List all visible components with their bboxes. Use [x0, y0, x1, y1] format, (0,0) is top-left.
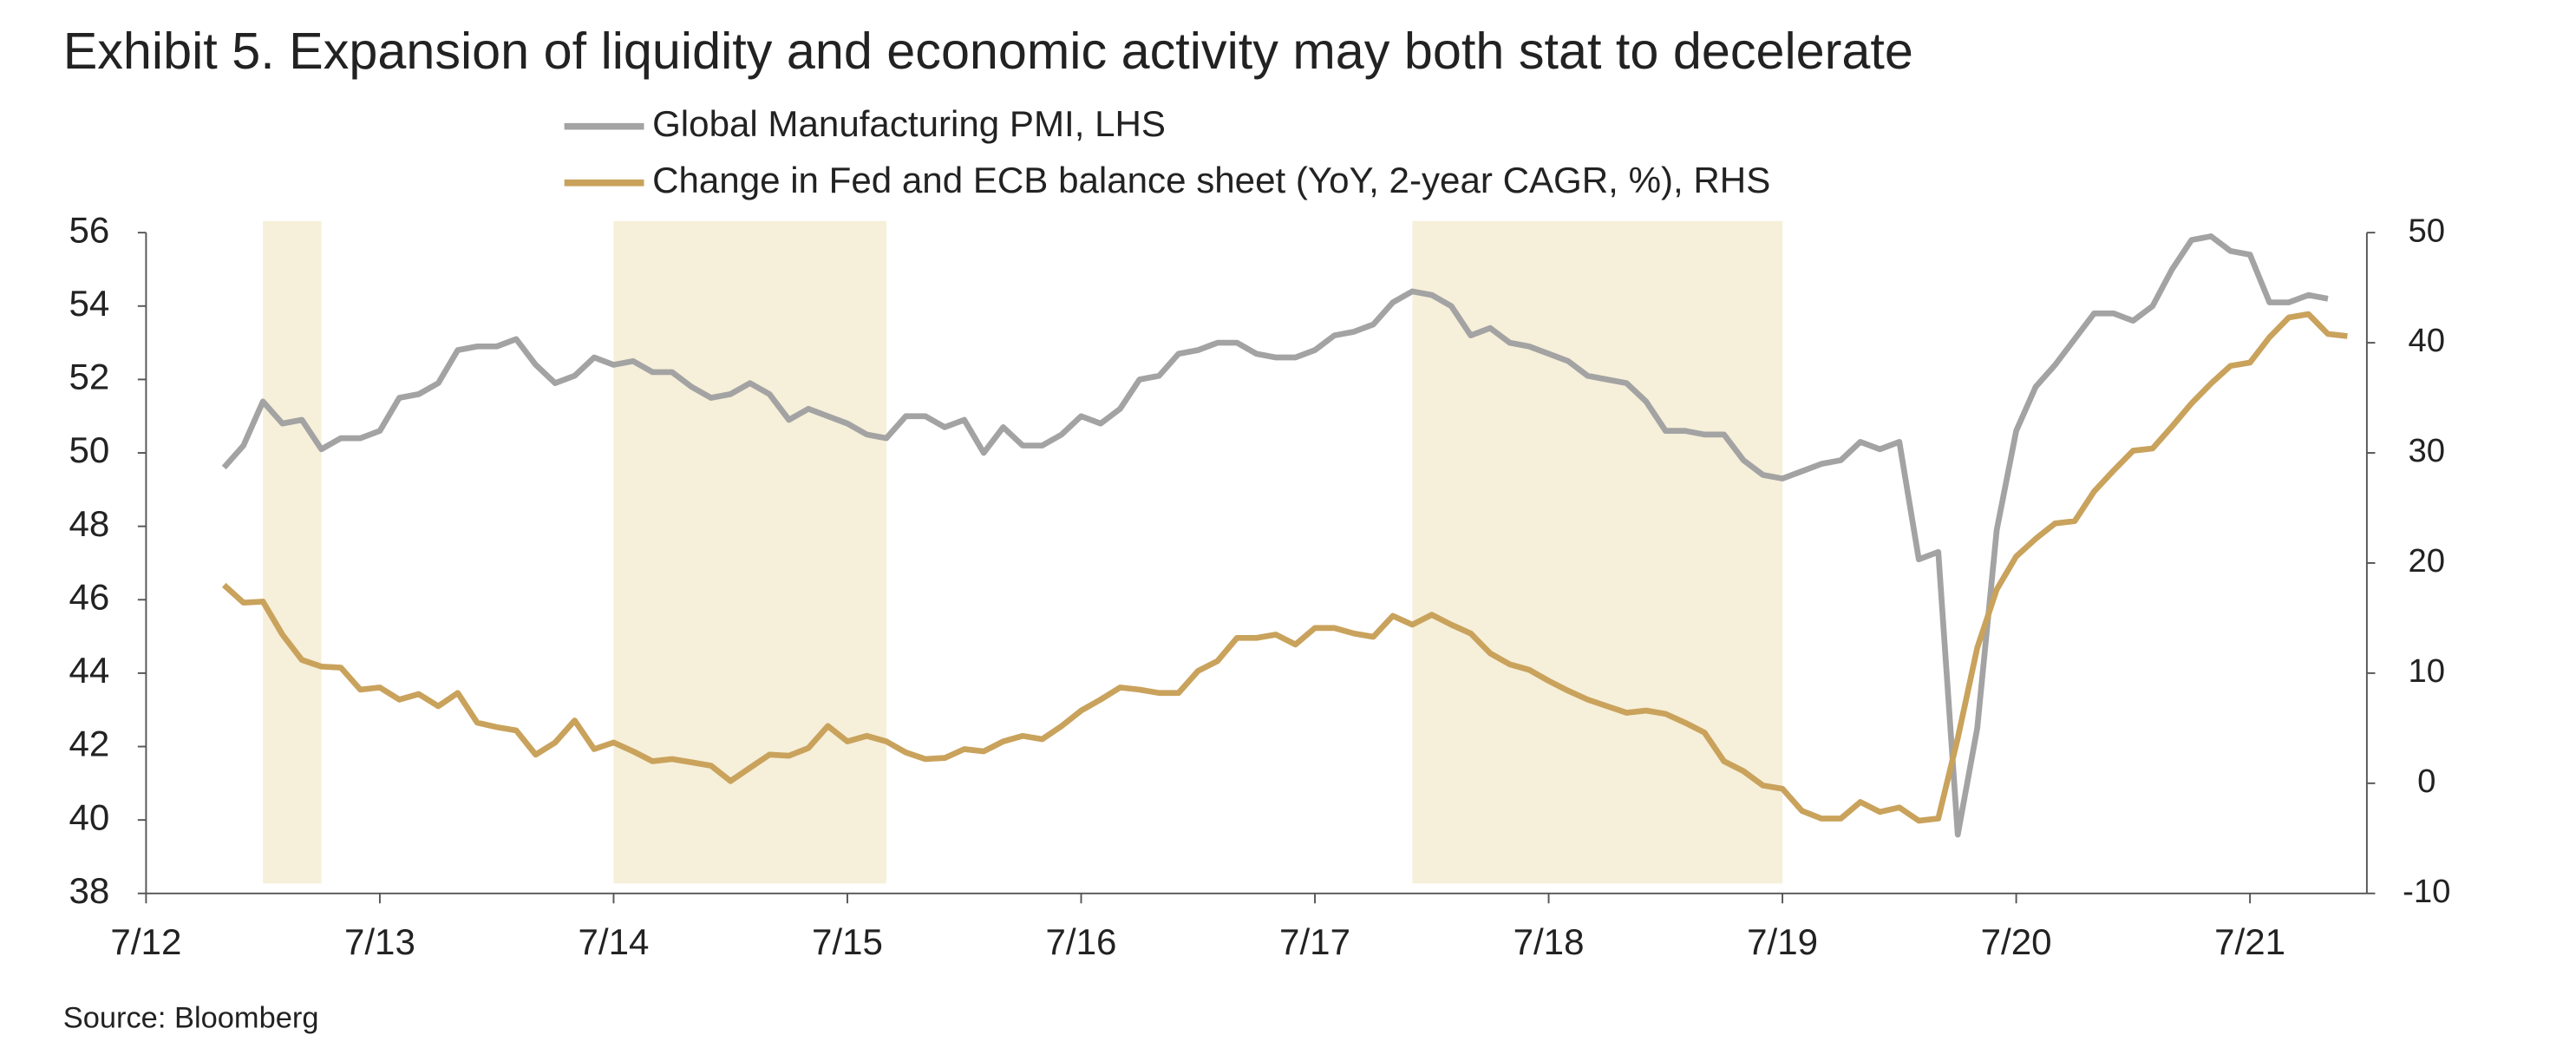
y2-tick-label: 30 [2408, 432, 2445, 469]
y-tick-label: 38 [69, 870, 109, 911]
shaded-period [1412, 220, 1783, 884]
x-tick-label: 7/14 [578, 921, 649, 962]
series-line [221, 233, 2329, 838]
x-tick-label: 7/16 [1046, 921, 1117, 962]
y2-tick-label: 0 [2417, 763, 2435, 800]
legend-label: Change in Fed and ECB balance sheet (YoY… [652, 160, 1770, 200]
series-line [222, 311, 2348, 824]
source-note: Source: Bloomberg [63, 1001, 319, 1034]
chart-title: Exhibit 5. Expansion of liquidity and ec… [63, 22, 1913, 80]
y2-tick-label: -10 [2403, 873, 2450, 910]
x-tick-label: 7/18 [1514, 921, 1585, 962]
legend-label: Global Manufacturing PMI, LHS [652, 103, 1166, 144]
x-tick-label: 7/17 [1279, 921, 1350, 962]
y2-tick-label: 40 [2408, 322, 2445, 359]
y2-tick-label: 10 [2408, 652, 2445, 690]
shaded-period [263, 220, 322, 884]
y2-tick-label: 50 [2408, 212, 2445, 249]
y-tick-label: 54 [69, 283, 109, 324]
y-tick-label: 44 [69, 650, 109, 691]
shaded-period [613, 220, 886, 884]
y-tick-label: 50 [69, 429, 109, 470]
y-tick-label: 48 [69, 503, 109, 544]
x-tick-label: 7/15 [812, 921, 883, 962]
y-tick-label: 42 [69, 724, 109, 764]
x-tick-label: 7/19 [1747, 921, 1818, 962]
y-tick-label: 56 [69, 209, 109, 250]
x-tick-label: 7/21 [2214, 921, 2285, 962]
y-tick-label: 52 [69, 357, 109, 397]
y-tick-label: 46 [69, 576, 109, 617]
x-tick-label: 7/12 [110, 921, 181, 962]
x-tick-label: 7/13 [344, 921, 415, 962]
y2-tick-label: 20 [2408, 542, 2445, 580]
x-tick-label: 7/20 [1981, 921, 2052, 962]
y-tick-label: 40 [69, 796, 109, 837]
